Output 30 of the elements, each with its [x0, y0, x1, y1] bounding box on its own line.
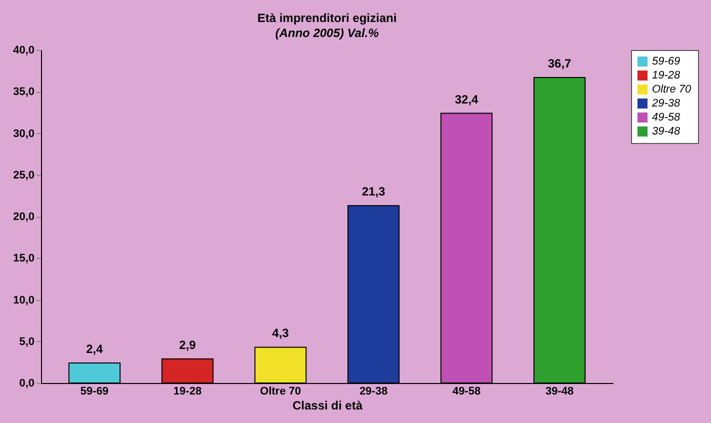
data-label: 21,3 — [362, 184, 386, 199]
data-label: 2,4 — [86, 342, 104, 356]
data-label: 32,4 — [454, 92, 479, 106]
y-tick-label: 40,0 — [13, 44, 34, 56]
legend-label: 29-38 — [651, 98, 682, 110]
x-tick-label: 19-28 — [173, 386, 202, 398]
x-tick-label: 39-48 — [545, 386, 574, 398]
chart-subtitle: (Anno 2005) Val.% — [275, 26, 380, 40]
legend-label: 59-69 — [652, 56, 680, 68]
legend-label: 39-48 — [652, 126, 682, 138]
data-label: 2,9 — [179, 338, 196, 352]
y-tick-label: 15,0 — [13, 252, 34, 265]
x-tick-label: Oltre 70 — [260, 386, 301, 398]
y-tick-label: 0,0 — [19, 378, 34, 390]
x-axis-title: Classi di età — [292, 398, 363, 412]
y-tick-label: 25,0 — [13, 169, 34, 182]
y-tick-label: 20,0 — [13, 211, 34, 223]
y-tick-label: 5,0 — [19, 336, 34, 348]
x-tick-label: 29-38 — [359, 386, 388, 398]
legend-label: 49-58 — [652, 112, 682, 124]
legend-label: Oltre 70 — [652, 84, 692, 96]
data-label: 4,3 — [272, 326, 290, 340]
y-tick-label: 35,0 — [13, 86, 34, 98]
legend-label: 19-28 — [652, 70, 682, 82]
y-tick-label: 10,0 — [13, 294, 34, 306]
x-tick-label: 59-69 — [80, 386, 109, 398]
x-tick-label: 49-58 — [452, 386, 481, 398]
chart-title: Età imprenditori egiziani — [257, 11, 397, 25]
y-tick-label: 30,0 — [13, 128, 34, 140]
data-label: 36,7 — [548, 56, 572, 70]
